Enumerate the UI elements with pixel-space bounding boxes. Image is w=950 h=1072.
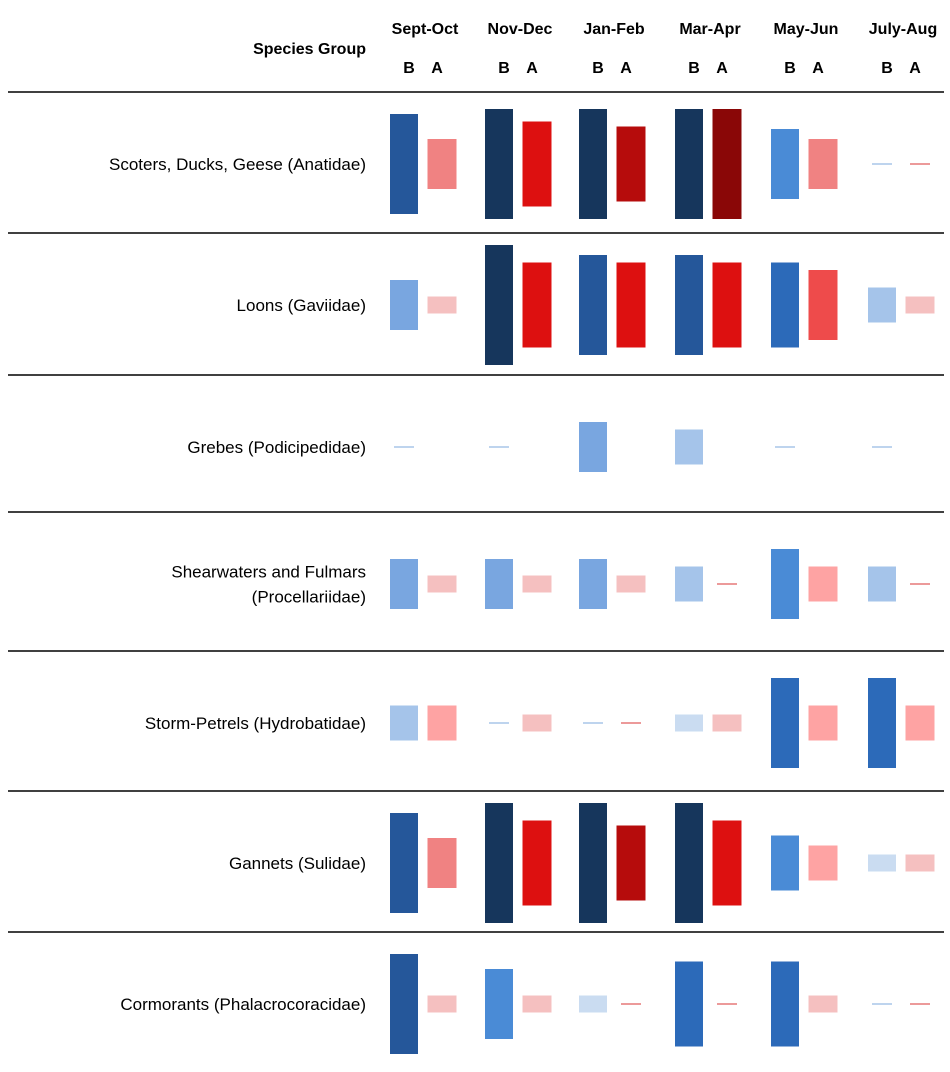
row-label-3-0: Shearwaters and Fulmars bbox=[171, 563, 366, 582]
cell-3-4-A bbox=[808, 566, 838, 602]
cell-0-1-B bbox=[485, 109, 513, 219]
row-label-5: Gannets (Sulidae) bbox=[229, 854, 366, 873]
cell-1-0-B bbox=[390, 280, 418, 330]
cell-1-1-B bbox=[485, 245, 513, 365]
cell-4-1-A bbox=[522, 714, 552, 732]
cell-4-0-B bbox=[390, 705, 418, 741]
row-label-3-1: (Procellariidae) bbox=[252, 588, 366, 607]
cell-1-5-B bbox=[868, 287, 896, 323]
cell-6-4-A bbox=[808, 995, 838, 1013]
header-a-label-4: A bbox=[812, 60, 824, 77]
cell-0-2-B bbox=[579, 109, 607, 219]
cell-5-3-B bbox=[675, 803, 703, 923]
cell-5-3-A bbox=[712, 820, 742, 906]
cell-6-1-B bbox=[485, 969, 513, 1039]
cell-3-1-B bbox=[485, 559, 513, 609]
header-period-1: Nov-Dec bbox=[488, 21, 553, 38]
cell-5-4-B bbox=[771, 835, 799, 891]
cell-3-3-B bbox=[675, 566, 703, 602]
header-period-2: Jan-Feb bbox=[583, 21, 645, 38]
cell-1-4-B bbox=[771, 262, 799, 348]
header-a-label-1: A bbox=[526, 60, 538, 77]
cell-5-1-A bbox=[522, 820, 552, 906]
header-b-label-2: B bbox=[592, 60, 604, 77]
cell-6-0-B bbox=[390, 954, 418, 1054]
header-b-label-3: B bbox=[688, 60, 700, 77]
cell-0-2-A bbox=[616, 126, 646, 202]
cell-4-4-B bbox=[771, 678, 799, 768]
cell-0-0-B bbox=[390, 114, 418, 214]
cell-4-5-A bbox=[905, 705, 935, 741]
cell-0-4-A bbox=[808, 139, 838, 189]
row-label-6: Cormorants (Phalacrocoracidae) bbox=[120, 995, 366, 1014]
cell-0-3-B bbox=[675, 109, 703, 219]
header-b-label-4: B bbox=[784, 60, 796, 77]
cell-2-3-B bbox=[675, 429, 703, 465]
cell-1-4-A bbox=[808, 270, 838, 340]
cell-1-0-A bbox=[427, 296, 457, 314]
cell-1-3-A bbox=[712, 262, 742, 348]
cell-3-4-B bbox=[771, 549, 799, 619]
cell-5-5-B bbox=[868, 854, 896, 872]
cell-5-5-A bbox=[905, 854, 935, 872]
header-period-3: Mar-Apr bbox=[679, 21, 740, 38]
cell-3-0-A bbox=[427, 575, 457, 593]
cell-3-5-B bbox=[868, 566, 896, 602]
cell-4-5-B bbox=[868, 678, 896, 768]
cell-4-3-B bbox=[675, 714, 703, 732]
cell-4-3-A bbox=[712, 714, 742, 732]
header-a-label-0: A bbox=[431, 60, 443, 77]
cell-5-0-B bbox=[390, 813, 418, 913]
cell-4-4-A bbox=[808, 705, 838, 741]
cell-1-5-A bbox=[905, 296, 935, 314]
header-b-label-0: B bbox=[403, 60, 415, 77]
cell-2-2-B bbox=[579, 422, 607, 472]
row-label-4: Storm-Petrels (Hydrobatidae) bbox=[145, 714, 366, 733]
header-period-4: May-Jun bbox=[774, 21, 839, 38]
cell-4-0-A bbox=[427, 705, 457, 741]
cell-3-0-B bbox=[390, 559, 418, 609]
header-period-5: July-Aug bbox=[869, 21, 937, 38]
cell-6-2-B bbox=[579, 995, 607, 1013]
cell-6-4-B bbox=[771, 961, 799, 1047]
row-label-0: Scoters, Ducks, Geese (Anatidae) bbox=[109, 155, 366, 174]
cell-3-2-A bbox=[616, 575, 646, 593]
cell-5-2-B bbox=[579, 803, 607, 923]
header-b-label-1: B bbox=[498, 60, 510, 77]
cell-6-1-A bbox=[522, 995, 552, 1013]
cell-3-2-B bbox=[579, 559, 607, 609]
header-period-0: Sept-Oct bbox=[392, 21, 459, 38]
cell-0-1-A bbox=[522, 121, 552, 207]
cell-0-3-A bbox=[712, 109, 742, 219]
cell-1-1-A bbox=[522, 262, 552, 348]
cell-3-1-A bbox=[522, 575, 552, 593]
cell-6-0-A bbox=[427, 995, 457, 1013]
row-label-1: Loons (Gaviidae) bbox=[237, 296, 366, 315]
row-label-2: Grebes (Podicipedidae) bbox=[187, 438, 366, 457]
cell-0-0-A bbox=[427, 139, 457, 189]
header-a-label-2: A bbox=[620, 60, 632, 77]
header-b-label-5: B bbox=[881, 60, 893, 77]
header-a-label-5: A bbox=[909, 60, 921, 77]
cell-1-2-B bbox=[579, 255, 607, 355]
cell-0-4-B bbox=[771, 129, 799, 199]
cell-1-3-B bbox=[675, 255, 703, 355]
cell-6-3-B bbox=[675, 961, 703, 1047]
cell-1-2-A bbox=[616, 262, 646, 348]
cell-5-4-A bbox=[808, 845, 838, 881]
header-species-group: Species Group bbox=[253, 41, 366, 58]
header-a-label-3: A bbox=[716, 60, 728, 77]
cell-5-1-B bbox=[485, 803, 513, 923]
cell-5-2-A bbox=[616, 825, 646, 901]
cell-5-0-A bbox=[427, 838, 457, 888]
